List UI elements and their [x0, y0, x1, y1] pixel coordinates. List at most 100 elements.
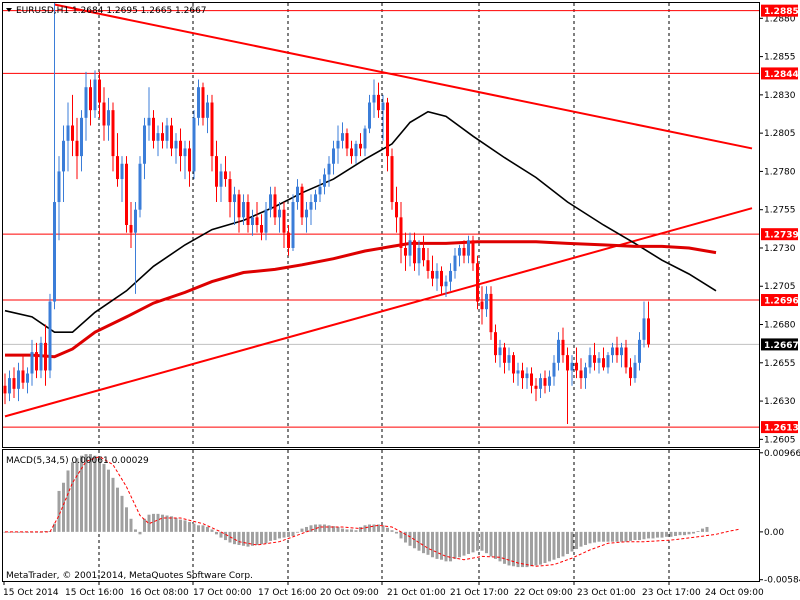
macd-histogram-bar	[318, 524, 322, 532]
collapse-triangle-icon[interactable]	[6, 8, 12, 12]
candle-body	[647, 318, 650, 345]
candle-body	[57, 171, 61, 203]
macd-histogram-bar	[593, 531, 596, 543]
macd-histogram-bar	[224, 531, 227, 541]
macd-histogram-bar	[507, 531, 511, 566]
candle-body	[516, 370, 520, 374]
macd-histogram-bar	[615, 531, 619, 542]
level-price-label-box	[761, 67, 798, 80]
time-tick-label: 17 Oct 00:00	[193, 588, 252, 598]
macd-histogram-bar	[66, 470, 70, 532]
candle-body	[179, 140, 182, 157]
time-tick-label: 16 Oct 08:00	[130, 588, 189, 598]
candle-body	[53, 202, 56, 302]
macd-histogram-bar	[656, 531, 659, 538]
macd-histogram-bar	[647, 531, 650, 539]
macd-histogram-bar	[435, 531, 439, 559]
macd-histogram-bar	[629, 531, 632, 541]
level-price-label-box	[761, 294, 798, 307]
trendlines[interactable]	[4, 3, 753, 418]
candle-body	[260, 225, 263, 233]
candle-body	[120, 163, 124, 180]
candle-body	[507, 355, 511, 363]
candle-body	[93, 79, 97, 111]
candle-body	[125, 163, 128, 225]
candle-body	[476, 263, 479, 302]
trendline	[54, 3, 753, 150]
candle-body	[300, 186, 304, 218]
macd-histogram-bar	[129, 518, 133, 532]
candle-body	[606, 355, 610, 368]
price-tick-label: 1.2605	[764, 435, 796, 445]
macd-histogram-bar	[525, 531, 529, 568]
macd-pane[interactable]	[2, 449, 760, 582]
macd-histogram-bar	[120, 495, 124, 532]
macd-histogram-bar	[138, 531, 142, 535]
candle-body	[543, 378, 547, 386]
macd-histogram-bar	[246, 531, 250, 547]
price-pane[interactable]	[2, 2, 760, 448]
candle-body	[201, 87, 205, 118]
candlesticks	[3, 3, 650, 425]
time-axis[interactable]: 15 Oct 2014 15 Oct 16:00 16 Oct 08:00 17 Oc…	[3, 581, 764, 598]
macd-histogram-bar	[368, 524, 371, 532]
macd-histogram-bar	[165, 515, 169, 532]
macd-signal-line	[5, 456, 739, 567]
macd-histogram-bar	[269, 531, 272, 541]
macd-axis: 0.00966 0.00 -0.00584	[759, 449, 800, 586]
candle-body	[602, 358, 605, 368]
macd-histogram-bar	[548, 531, 551, 562]
macd-histogram-bar	[561, 531, 565, 557]
candle-body	[575, 362, 578, 371]
macd-histogram-bar	[12, 531, 16, 533]
candle-body	[332, 148, 335, 164]
candle-body	[143, 125, 146, 164]
candle-body	[89, 87, 92, 111]
macd-histogram-bar	[210, 529, 214, 532]
moving-average-slow	[5, 240, 717, 359]
macd-histogram-bar	[390, 530, 394, 532]
candle-body	[368, 102, 371, 129]
macd-histogram-bar	[102, 463, 106, 532]
macd-histogram-bar	[71, 462, 74, 532]
candle-body	[440, 270, 443, 287]
candle-body	[8, 378, 11, 394]
candle-body	[323, 174, 326, 187]
candle-body	[354, 143, 358, 157]
horizontal-levels[interactable]	[3, 10, 759, 428]
candle-body	[539, 378, 542, 389]
candle-body	[210, 102, 214, 157]
macd-histogram-bar	[341, 528, 344, 532]
candle-body	[75, 140, 79, 157]
macd-histogram-bar	[206, 526, 209, 532]
macd-histogram-bar	[386, 527, 389, 532]
candle-body	[314, 194, 317, 203]
macd-histogram-bar	[651, 531, 655, 539]
candle-body	[264, 209, 268, 233]
candle-body	[237, 194, 241, 218]
candle-body	[138, 163, 142, 210]
price-axis[interactable]: 1.2880 1.2855 1.2830 1.2805 1.2780 1.2755 1.27…	[759, 14, 796, 445]
candle-body	[273, 194, 277, 218]
macd-histogram-bar	[489, 531, 493, 557]
macd-histogram-bar	[674, 531, 677, 536]
time-tick-label: 17 Oct 16:00	[258, 588, 317, 598]
candle-body	[579, 370, 583, 379]
macd-histogram-bar	[588, 531, 592, 544]
macd-histogram-bar	[440, 531, 443, 560]
candle-body	[224, 171, 227, 180]
macd-histogram-bar	[260, 531, 263, 545]
macd-histogram-bar	[395, 531, 398, 534]
time-tick-label: 15 Oct 16:00	[65, 588, 124, 598]
candle-body	[12, 378, 16, 389]
current-price-label: 1.2667	[764, 341, 799, 351]
macd-histogram-bar	[705, 526, 709, 532]
macd-histogram-bar	[503, 531, 506, 564]
macd-histogram-bar	[300, 528, 304, 532]
macd-histogram-bar	[521, 531, 524, 568]
macd-histogram-bar	[534, 531, 538, 566]
price-labels: 1.2885 1.2844 1.2739 1.2696 1.2613 1.2667	[761, 4, 799, 434]
candle-body	[620, 347, 623, 356]
macd-histogram-bar	[467, 531, 470, 554]
